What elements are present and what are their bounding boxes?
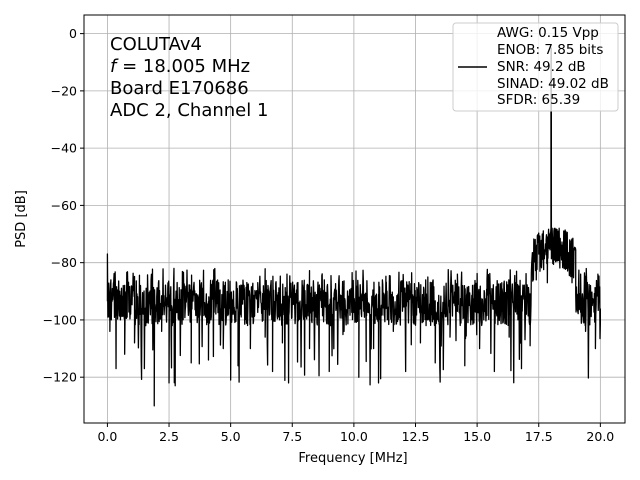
legend-entry-sinad: SINAD: 49.02 dB	[497, 76, 609, 92]
annotation-line-channel: ADC 2, Channel 1	[110, 100, 268, 121]
plot-frame	[83, 14, 626, 424]
x-tick-label: 12.5	[402, 429, 430, 444]
x-tick-label: 17.5	[525, 429, 553, 444]
y-tick-label: −20	[51, 83, 77, 98]
x-tick-label: 0.0	[97, 429, 117, 444]
legend: AWG: 0.15 Vpp ENOB: 7.85 bits SNR: 49.2 …	[452, 22, 619, 112]
y-axis-ticks: 0 −20 −40 −60 −80 −100 −120	[43, 26, 84, 385]
x-tick-label: 5.0	[221, 429, 241, 444]
x-axis-ticks: 0.0 2.5 5.0 7.5 10.0 12.5 15.0 17.5 20.0	[97, 423, 614, 444]
annotation-line-board: Board E170686	[110, 78, 249, 99]
y-tick-label: 0	[69, 26, 77, 41]
x-tick-label: 20.0	[586, 429, 614, 444]
legend-box	[452, 22, 619, 112]
legend-entry-snr: SNR: 49.2 dB	[497, 59, 586, 75]
y-tick-label: −80	[51, 255, 77, 270]
x-tick-label: 7.5	[282, 429, 302, 444]
y-tick-label: −40	[51, 141, 77, 156]
y-tick-label: −60	[51, 198, 77, 213]
x-tick-label: 10.0	[340, 429, 368, 444]
x-axis-label: Frequency [MHz]	[298, 451, 407, 466]
legend-entry-awg: AWG: 0.15 Vpp	[497, 25, 599, 41]
psd-series-path	[106, 47, 601, 407]
x-tick-label: 2.5	[159, 429, 179, 444]
annotation-block: COLUTAv4 f = 18.005 MHz Board E170686 AD…	[110, 34, 268, 121]
x-tick-label: 15.0	[463, 429, 491, 444]
legend-entry-sfdr: SFDR: 65.39	[497, 92, 580, 108]
y-axis-label: PSD [dB]	[14, 190, 29, 248]
annotation-line-chip: COLUTAv4	[110, 34, 202, 55]
y-tick-label: −120	[43, 370, 77, 385]
y-tick-label: −100	[43, 312, 77, 327]
annotation-line-frequency: f = 18.005 MHz	[110, 56, 250, 77]
legend-entry-enob: ENOB: 7.85 bits	[497, 42, 603, 58]
